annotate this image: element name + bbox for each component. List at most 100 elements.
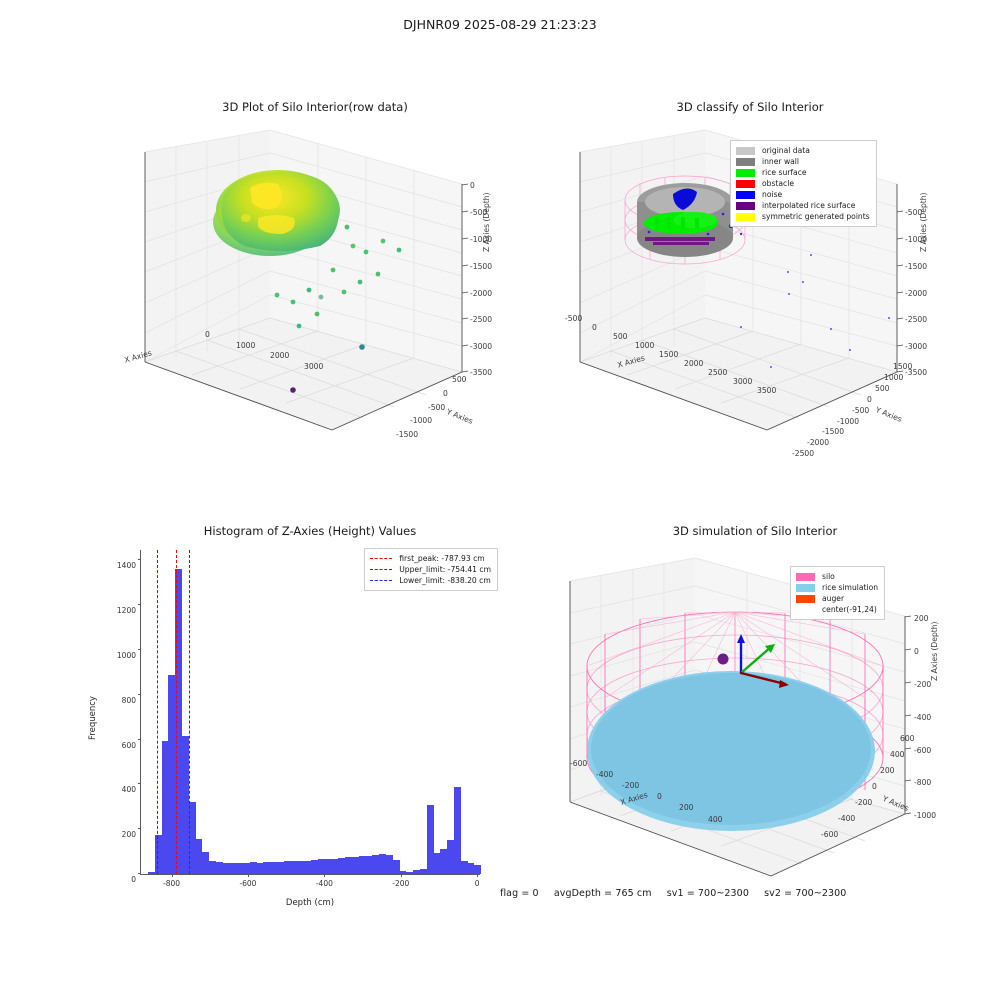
raw-xtick-0: 0 xyxy=(205,330,210,339)
cls-ytick-m1500: -1500 xyxy=(822,427,845,436)
plot3d-classify-canvas[interactable]: -500 0 500 1000 1500 2000 2500 3000 3500… xyxy=(545,122,955,458)
legend-label-inner-wall: inner wall xyxy=(762,156,800,166)
histogram-plot-area[interactable]: 0 200 400 600 800 1000 1200 1400 -800 -600 -400 -2… xyxy=(117,550,481,888)
histogram-ytick-mark xyxy=(138,738,141,740)
histogram-bar xyxy=(263,862,271,874)
histogram-bar xyxy=(277,861,284,874)
raw-ytick-500: 500 xyxy=(452,375,467,384)
histogram-threshold-Lower_limit xyxy=(156,550,158,874)
legend-item-lower-limit[interactable]: Lower_limit: -838.20 cm xyxy=(370,575,491,586)
sim-ztick-m1000: -1000 xyxy=(914,811,937,820)
sim-ytick-0: 0 xyxy=(872,782,877,791)
histogram-bar xyxy=(351,856,359,874)
legend-label-noise: noise xyxy=(762,189,783,199)
histogram-bar xyxy=(229,863,237,874)
raw-ztick-m500: -500 xyxy=(470,208,488,217)
cls-xtick-500: 500 xyxy=(613,332,628,341)
cls-ytick-500: 500 xyxy=(875,384,890,393)
sim-xtick-m600: -600 xyxy=(570,759,588,768)
legend-item-original-data[interactable]: original data xyxy=(736,145,870,156)
sim-ztick-m800: -800 xyxy=(914,778,932,787)
histogram-ytick-mark xyxy=(138,828,141,830)
sim-ytick-m200: -200 xyxy=(855,798,873,807)
histogram-xtick-mark xyxy=(324,874,326,877)
legend-item-upper-limit[interactable]: Upper_limit: -754.41 cm xyxy=(370,564,491,575)
legend-item-interpolated-rice-surface[interactable]: interpolated rice surface xyxy=(736,200,870,211)
status-sv1: sv1 = 700~2300 xyxy=(666,888,749,899)
cls-ztick-m2500: -2500 xyxy=(905,315,928,324)
cls-ztick-m2000: -2000 xyxy=(905,289,928,298)
cls-xtick-3500: 3500 xyxy=(757,386,777,395)
histogram-bar xyxy=(385,855,393,874)
legend-swatch-noise xyxy=(736,190,755,199)
panel-3d-simulation: 3D simulation of Silo Interior xyxy=(545,520,965,920)
raw-ytick-m1500: -1500 xyxy=(396,430,419,439)
raw-ytick-m1000: -1000 xyxy=(410,416,433,425)
histogram-xtick-label: -400 xyxy=(315,879,333,888)
histogram-bar xyxy=(460,861,468,874)
sim-ztick-m200: -200 xyxy=(914,680,932,689)
legend-item-center-note: center(-91,24) xyxy=(796,604,878,615)
sim-xtick-m200: -200 xyxy=(622,781,640,790)
legend-swatch-rice-simulation xyxy=(796,583,815,592)
legend-simulation[interactable]: silo rice simulation auger center(-91,24… xyxy=(790,566,886,620)
legend-item-rice-simulation[interactable]: rice simulation xyxy=(796,582,878,593)
histogram-bar xyxy=(249,862,257,874)
histogram-xtick-label: -600 xyxy=(239,879,257,888)
raw-ztick-0: 0 xyxy=(470,181,475,190)
panel-title-classify: 3D classify of Silo Interior xyxy=(676,100,824,114)
histogram-bar xyxy=(311,859,318,874)
histogram-x-axis-label: Depth (cm) xyxy=(285,898,335,908)
legend-item-silo[interactable]: silo xyxy=(796,571,878,582)
legend-item-auger[interactable]: auger xyxy=(796,593,878,604)
legend-histogram[interactable]: first_peak: -787.93 cm Upper_limit: -754… xyxy=(364,548,498,591)
cls-xtick-0: 0 xyxy=(592,323,597,332)
raw-ztick-m2500: -2500 xyxy=(470,315,493,324)
legend-label-obstacle: obstacle xyxy=(762,178,795,188)
panel-title-histogram: Histogram of Z-Axies (Height) Values xyxy=(203,524,417,538)
legend-item-inner-wall[interactable]: inner wall xyxy=(736,156,870,167)
legend-item-obstacle[interactable]: obstacle xyxy=(736,178,870,189)
cls-ytick-m500: -500 xyxy=(852,406,870,415)
raw-ytick-0: 0 xyxy=(443,389,448,398)
histogram-ytick-mark xyxy=(138,559,141,561)
histogram-bar xyxy=(283,861,291,874)
plot3d-simulation-canvas[interactable]: -600 -400 -200 0 200 400 X Axies 600 400… xyxy=(545,546,965,894)
raw-ztick-m2000: -2000 xyxy=(470,289,493,298)
legend-dash-upper-limit xyxy=(370,569,393,570)
cls-xtick-m500: -500 xyxy=(565,314,583,323)
sim-ztick-m600: -600 xyxy=(914,746,932,755)
legend-item-noise[interactable]: noise xyxy=(736,189,870,200)
legend-item-symmetric-generated-points[interactable]: symmetric generated points xyxy=(736,211,870,222)
legend-label-auger: auger xyxy=(822,593,845,603)
histogram-ytick-mark xyxy=(138,873,141,874)
cls-xtick-2000: 2000 xyxy=(684,359,704,368)
legend-swatch-silo xyxy=(796,572,815,581)
plot3d-raw-canvas[interactable]: 0 1000 2000 3000 X Axies 500 0 -500 -100… xyxy=(110,122,520,452)
histogram-bar xyxy=(304,860,311,874)
histogram-bar xyxy=(379,854,386,874)
legend-item-rice-surface[interactable]: rice surface xyxy=(736,167,870,178)
legend-label-silo: silo xyxy=(822,571,835,581)
raw-ztick-m3500: -3500 xyxy=(470,368,493,377)
histogram-bar xyxy=(358,856,366,874)
status-flag: flag = 0 xyxy=(500,888,539,899)
cls-xtick-2500: 2500 xyxy=(708,368,728,377)
histogram-bar xyxy=(440,848,447,874)
legend-swatch-rice-surface xyxy=(736,168,755,177)
legend-label-lower-limit: Lower_limit: -838.20 cm xyxy=(399,575,491,585)
histogram-xtick-mark xyxy=(477,874,479,877)
legend-item-first-peak[interactable]: first_peak: -787.93 cm xyxy=(370,553,491,564)
sim-zaxis-label: Z Axies (Depth) xyxy=(930,621,939,681)
histogram-bar xyxy=(338,857,345,874)
legend-label-symmetric-generated-points: symmetric generated points xyxy=(762,211,870,221)
histogram-bar xyxy=(188,802,196,874)
legend-classify[interactable]: original data inner wall rice surface ob… xyxy=(730,140,877,227)
legend-swatch-symmetric-generated-points xyxy=(736,212,755,221)
histogram-xtick-label: -200 xyxy=(392,879,410,888)
legend-swatch-interpolated-rice-surface xyxy=(736,201,755,210)
histogram-bar xyxy=(324,858,332,874)
raw-ztick-m1000: -1000 xyxy=(470,235,493,244)
status-line: flag = 0 avgDepth = 765 cm sv1 = 700~230… xyxy=(500,888,920,899)
legend-label-upper-limit: Upper_limit: -754.41 cm xyxy=(399,564,491,574)
